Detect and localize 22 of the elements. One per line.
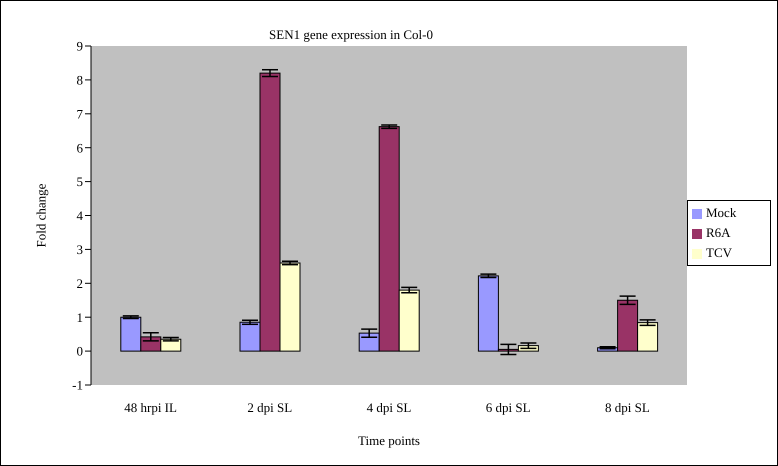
x-tick-label: 4 dpi SL bbox=[366, 400, 412, 416]
y-tick-label: 2 bbox=[76, 276, 83, 291]
y-tick-label: 5 bbox=[76, 174, 83, 190]
y-tick-label: 0 bbox=[76, 344, 83, 359]
y-tick-label: -1 bbox=[72, 378, 83, 393]
x-tick-label: 6 dpi SL bbox=[486, 400, 531, 416]
y-tick-label: 6 bbox=[76, 140, 84, 156]
x-tick-label: 2 dpi SL bbox=[247, 400, 292, 416]
y-tick-label: 9 bbox=[76, 38, 83, 54]
y-tick-label: 8 bbox=[76, 72, 83, 88]
y-tick-label: 3 bbox=[76, 242, 83, 258]
y-tick-label: 7 bbox=[76, 106, 84, 122]
y-tick-label: 1 bbox=[76, 310, 83, 325]
legend-label: R6A bbox=[706, 225, 731, 240]
x-tick-label: 8 dpi SL bbox=[605, 400, 650, 416]
y-axis-title: Fold change bbox=[34, 183, 49, 248]
legend-label: TCV bbox=[706, 245, 732, 260]
y-tick-label: 4 bbox=[76, 208, 84, 224]
legend-label: Mock bbox=[706, 205, 736, 220]
x-tick-label: 48 hrpi IL bbox=[124, 400, 178, 416]
x-axis-title: Time points bbox=[358, 433, 420, 448]
chart-title: SEN1 gene expression in Col-0 bbox=[269, 27, 433, 42]
